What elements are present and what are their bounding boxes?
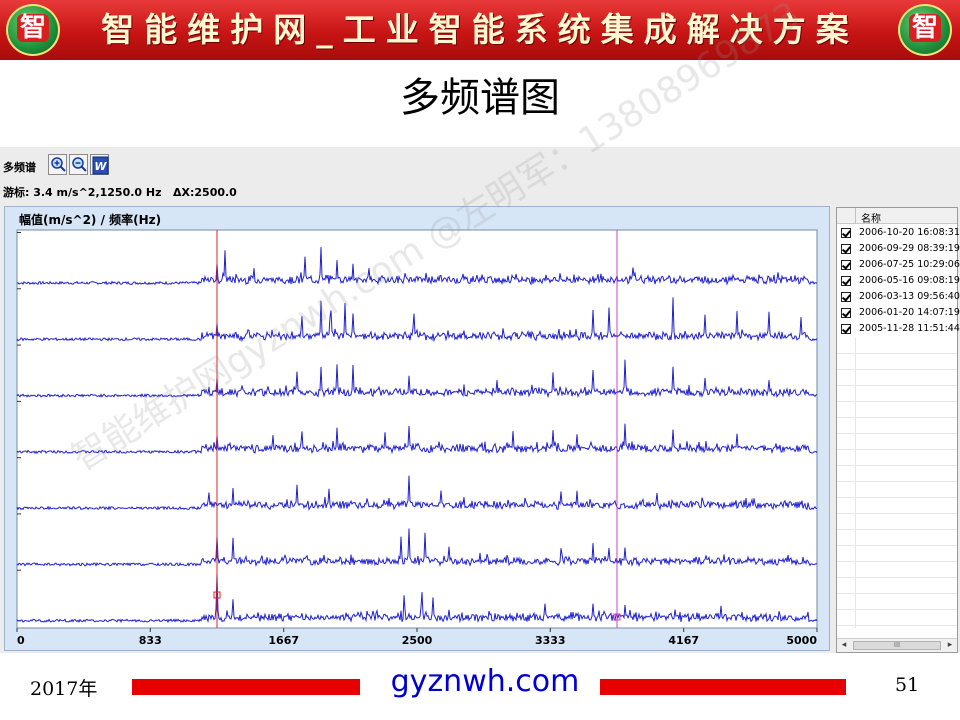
horizontal-scrollbar[interactable]: ◂ III ▸ [837,638,957,652]
record-checkbox[interactable] [841,276,851,286]
page-number: 51 [895,674,920,696]
header-banner: 智 智能维护网_工业智能系统集成解决方案 智 [0,0,960,60]
record-row[interactable]: 2006-09-29 08:39:19 [837,241,960,257]
svg-text:W: W [94,160,107,173]
record-row[interactable]: 2006-03-13 09:56:40 [837,289,960,305]
cursor-marker-secondary [613,613,621,621]
export-word-button[interactable]: W [90,154,109,175]
record-row[interactable]: 2006-01-20 14:07:19 [837,305,960,321]
spectrum-series-line [16,528,818,568]
record-list-panel: 名称 2006-10-20 16:08:31 2006-09-29 08:39:1… [836,207,960,653]
scroll-thumb[interactable]: III [853,641,941,650]
x-tick-label: 5000 [786,634,817,647]
toolbar-label: 多频谱 [3,161,36,174]
spectrum-chart-panel[interactable]: 0 833 1667 2500 3333 4167 5000 幅值(m/s^2) / 频率(… [4,206,830,651]
record-list-header-label: 名称 [861,214,881,225]
zoom-in-button[interactable] [48,154,67,175]
record-label: 2006-01-20 14:07:19 [859,307,960,318]
scroll-left-icon[interactable]: ◂ [841,640,847,650]
x-tick-label: 0 [17,634,25,647]
logo-right-text: 智 [909,14,941,42]
record-row[interactable]: 2006-10-20 16:08:31 [837,225,960,241]
record-list: 2006-10-20 16:08:31 2006-09-29 08:39:19 20… [837,225,960,337]
record-label: 2006-05-16 09:08:19 [859,275,960,286]
spectrum-series-line [16,247,818,286]
record-checkbox[interactable] [841,292,851,302]
record-checkbox[interactable] [841,260,851,270]
record-row[interactable]: 2005-11-28 11:51:44 [837,321,960,337]
cursor-readout: 游标: 3.4 m/s^2,1250.0 Hz ΔX:2500.0 [3,186,237,199]
record-row[interactable]: 2006-05-16 09:08:19 [837,273,960,289]
record-label: 2006-10-20 16:08:31 [859,227,960,238]
chart-title: 幅值(m/s^2) / 频率(Hz) [19,213,162,227]
footer-site[interactable]: gyznwh.com [390,664,580,699]
x-tick-label: 3333 [535,634,566,647]
record-label: 2006-07-25 10:29:06 [859,259,960,270]
x-tick-label: 2500 [402,634,433,647]
record-list-empty-rows [837,338,957,628]
record-list-header: 名称 [837,208,957,225]
footer-bar-right [600,679,846,695]
cursor-marker-primary [213,591,221,599]
zoom-out-button[interactable] [69,154,88,175]
banner-title: 智能维护网_工业智能系统集成解决方案 [101,10,859,49]
footer-bar-left [132,679,360,695]
record-row[interactable]: 2006-07-25 10:29:06 [837,257,960,273]
record-label: 2006-09-29 08:39:19 [859,243,960,254]
logo-left-text: 智 [17,14,49,42]
footer-year: 2017年 [30,678,98,700]
word-icon: W [92,156,109,175]
spectrum-series-line [16,359,818,399]
x-tick-label: 4167 [668,634,699,647]
spectrum-series-line [16,475,818,511]
spectrum-series-line [16,423,818,455]
record-label: 2005-11-28 11:51:44 [859,323,960,334]
record-checkbox[interactable] [841,324,851,334]
app-window: 多频谱 W [0,0,960,653]
record-checkbox[interactable] [841,228,851,238]
magnifier-minus-icon [72,157,87,172]
logo-left-icon: 智 [6,4,60,56]
logo-right-icon: 智 [898,4,952,56]
record-checkbox[interactable] [841,308,851,318]
x-tick-label: 833 [139,634,162,647]
spectrum-plot[interactable]: 0 833 1667 2500 3333 4167 5000 [5,207,831,652]
spectrum-series-line [16,297,818,343]
spectrum-series-line [16,572,818,624]
record-label: 2006-03-13 09:56:40 [859,291,960,302]
magnifier-plus-icon [51,157,66,172]
header-divider [855,208,856,224]
toolbar: 多频谱 W [0,151,400,177]
record-checkbox[interactable] [841,244,851,254]
x-tick-label: 1667 [268,634,299,647]
page-title: 多频谱图 [400,75,560,121]
plot-area [16,229,818,629]
scroll-right-icon[interactable]: ▸ [947,640,953,650]
